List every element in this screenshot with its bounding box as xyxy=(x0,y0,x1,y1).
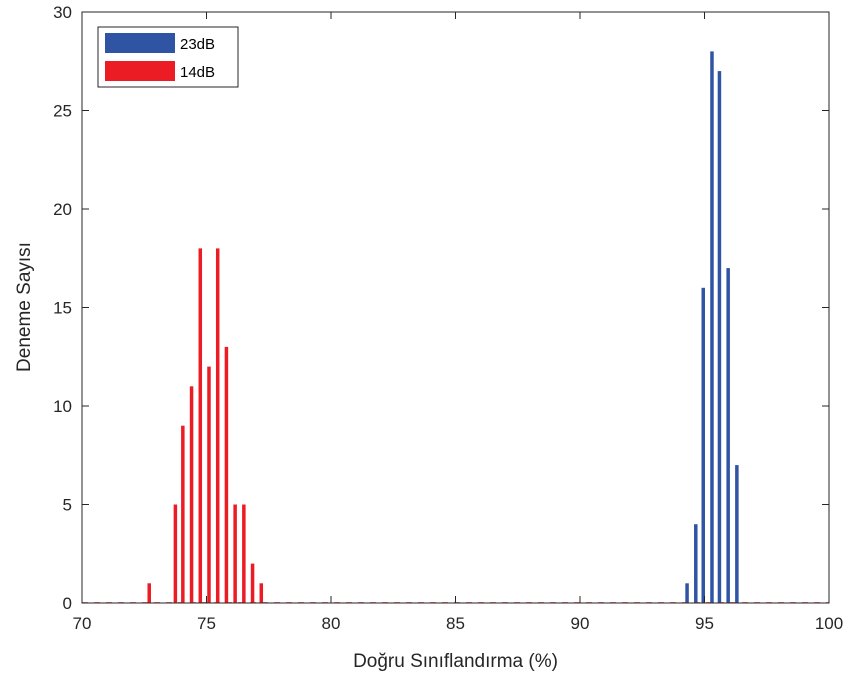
y-axis: 0 5 10 15 20 25 30 xyxy=(53,3,829,613)
x-tick-label: 100 xyxy=(815,614,843,633)
y-tick-label: 20 xyxy=(53,200,72,219)
bar-14dB-5 xyxy=(207,366,211,603)
legend-label-14db: 14dB xyxy=(180,64,215,81)
bar-14dB-9 xyxy=(242,504,246,603)
x-axis: 70 75 80 85 90 95 100 xyxy=(73,12,843,633)
y-axis-label: Deneme Sayısı xyxy=(14,242,35,372)
x-axis-label: Doğru Sınıflandırma (%) xyxy=(353,651,558,672)
y-tick-label: 0 xyxy=(63,594,72,613)
bar-23dB-2 xyxy=(701,287,706,603)
x-tick-label: 70 xyxy=(73,614,92,633)
y-tick-label: 5 xyxy=(63,496,72,515)
plot-area-frame xyxy=(81,11,830,604)
bar-14dB-7 xyxy=(224,346,229,603)
bar-14dB-4 xyxy=(198,248,203,603)
x-tick-label: 80 xyxy=(322,614,341,633)
legend-label-23db: 23dB xyxy=(180,36,215,53)
bar-14dB-8 xyxy=(233,504,237,603)
y-tick-label: 30 xyxy=(53,3,72,22)
bar-23dB-5 xyxy=(726,268,730,603)
bar-23dB-1 xyxy=(694,524,698,603)
bar-14dB-0 xyxy=(147,583,151,603)
x-tick-label: 90 xyxy=(571,614,590,633)
bar-14dB-6 xyxy=(215,248,220,603)
bar-23dB-6 xyxy=(735,465,739,603)
bar-14dB-3 xyxy=(189,386,194,603)
y-tick-label: 10 xyxy=(53,397,72,416)
bar-14dB-11 xyxy=(259,583,264,603)
bar-14dB-10 xyxy=(250,563,255,603)
bar-14dB-1 xyxy=(173,504,178,603)
legend-swatch-23db xyxy=(105,33,175,53)
bar-23dB-4 xyxy=(717,71,722,604)
bar-23dB-0 xyxy=(685,583,689,603)
bar-14dB-2 xyxy=(181,425,185,603)
legend: 23dB 14dB xyxy=(97,26,239,88)
x-tick-label: 85 xyxy=(446,614,465,633)
legend-swatch-14db xyxy=(105,61,175,81)
x-tick-label: 75 xyxy=(197,614,216,633)
bar-23dB-3 xyxy=(710,51,714,603)
plot-marks xyxy=(82,51,829,604)
y-tick-label: 15 xyxy=(53,299,72,318)
x-tick-label: 95 xyxy=(695,614,714,633)
y-tick-label: 25 xyxy=(53,102,72,121)
